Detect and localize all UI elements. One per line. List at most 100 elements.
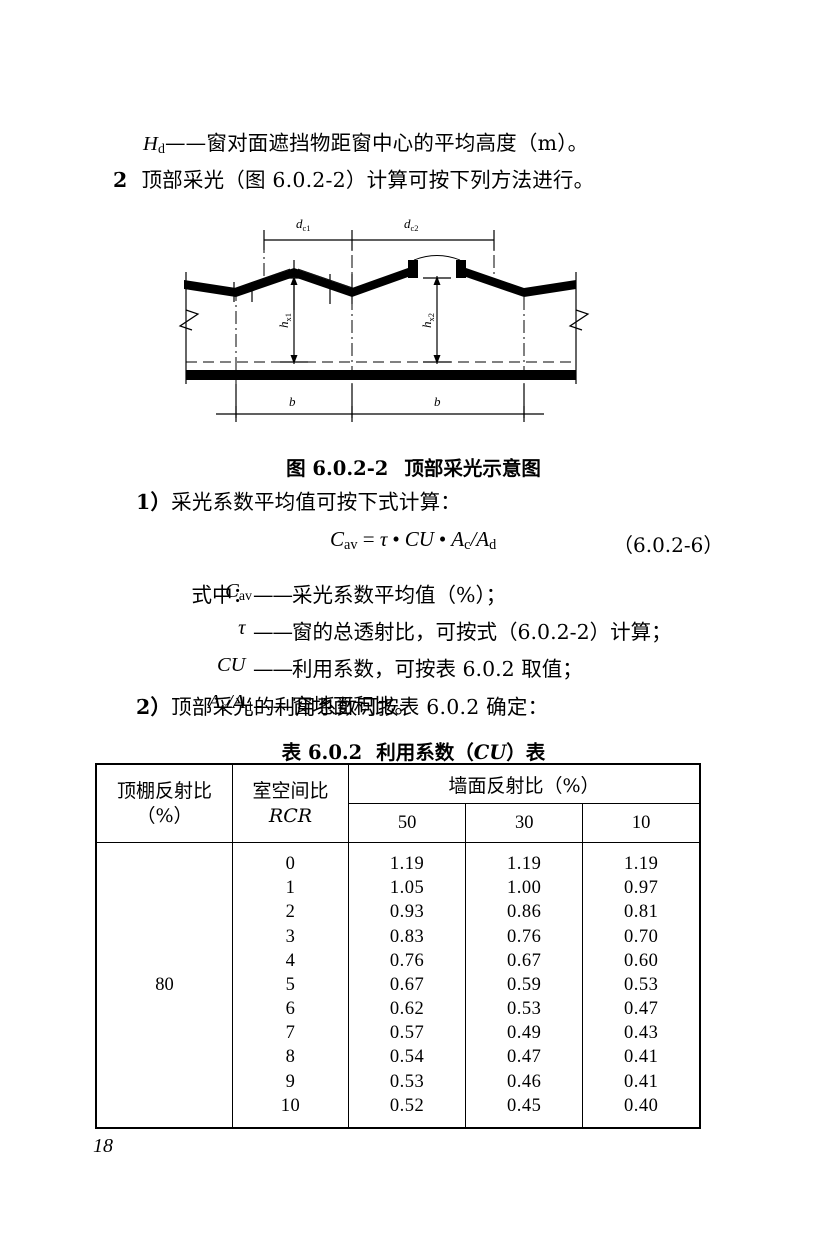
header-rcr-line2: RCR [268, 804, 313, 827]
table-cell-value: 1.00 [507, 878, 542, 899]
header-wall-reflectance-group: 墙面反射比（%） [348, 763, 701, 804]
where-dash-cu: —— [253, 657, 293, 681]
formula-ac: Ac [451, 527, 470, 553]
header-wall-50: 50 [347, 803, 467, 843]
figure-label-dc2: dc2 [404, 216, 419, 233]
where-text-area-ratio: 窗地面积比。 [292, 694, 415, 718]
table-cell-value: 0.62 [389, 999, 425, 1020]
formula-tau: τ [379, 527, 388, 551]
table-cell-value: 0.41 [623, 1047, 659, 1068]
where-dash-tau: —— [253, 620, 293, 644]
table-cell-value: 6 [285, 999, 296, 1020]
cell-col-50: 1.19 1.05 0.93 0.83 0.76 0.67 0.62 0.57 0.54 0.53… [347, 842, 467, 1129]
table-cell-value: 2 [285, 902, 296, 923]
where-row-area-ratio: Ac/Ad ——窗地面积比。 [208, 689, 415, 719]
where-row-tau: τ ——窗的总透射比，可按式（6.0.2-2）计算； [238, 615, 672, 645]
where-symbol-tau-letter: τ [238, 617, 246, 639]
formula-cu: CU [404, 527, 434, 551]
symbol-hd: Hd [143, 133, 165, 157]
definition-line-hd: Hd——窗对面遮挡物距窗中心的平均高度（m）。 [143, 133, 588, 157]
table-title-label: 表 6.0.2 [281, 741, 363, 764]
table-cell-value: 0.67 [389, 974, 425, 995]
sub-item-2: 2）顶部采光的利用系数可按表 6.0.2 确定： [136, 697, 548, 718]
table-body-row: 80 0 1 2 3 4 5 6 7 8 9 10 1.19 1.05 0.93 0.83 0.76 0.67… [95, 842, 702, 1129]
roof-section-svg: .sld { stroke:#000; stroke-width:1.2; fi… [178, 216, 590, 422]
figure-caption: 图 6.0.2-2 顶部采光示意图 [0, 452, 827, 481]
formula-cav-letter: C [330, 527, 345, 551]
table-title: 表 6.0.2 利用系数（CU）表 [0, 736, 827, 765]
table-cell-value: 0.47 [507, 1047, 542, 1068]
table-cell-value: 0.97 [623, 878, 659, 899]
list-item-2-text: 顶部采光（图 6.0.2-2）计算可按下列方法进行。 [141, 168, 595, 192]
list-item-2-number: 2 [113, 168, 128, 192]
header-ceiling-reflectance: 顶棚反射比 （%） [95, 763, 233, 843]
where-symbol-ac-subscript: c [220, 700, 227, 716]
table-cell-value: 10 [280, 1095, 301, 1116]
header-rcr-line1: 室空间比 [252, 780, 329, 803]
figure-label-b-left: b [289, 394, 296, 409]
figure-label-dc1: dc1 [296, 216, 311, 233]
col-10-stack: 1.19 0.97 0.81 0.70 0.60 0.53 0.47 0.43 0.41 0.41… [583, 843, 699, 1127]
table-cell-value: 0.41 [623, 1071, 659, 1092]
sub-item-1-number: 1） [136, 490, 172, 514]
ceiling-reflectance-value: 80 [155, 974, 174, 995]
where-text-cav: 采光系数平均值（%）； [292, 583, 507, 607]
table-cell-value: 0.40 [623, 1095, 659, 1116]
header-ceiling-line2: （%） [136, 804, 193, 827]
page-number: 18 [93, 1135, 113, 1157]
table-cell-value: 3 [285, 926, 296, 947]
table-cell-value: 0.53 [389, 1071, 425, 1092]
figure-caption-label: 图 6.0.2-2 [286, 457, 389, 480]
symbol-hd-letter: H [143, 133, 159, 155]
where-symbol-cav: Cav [225, 578, 253, 605]
table-cell-value: 1.19 [507, 853, 542, 874]
sub-item-1: 1）采光系数平均值可按下式计算： [136, 492, 461, 513]
col-30-stack: 1.19 1.00 0.86 0.76 0.67 0.59 0.53 0.49 0.47 0.46… [466, 843, 582, 1127]
table-cell-value: 0.43 [623, 1023, 659, 1044]
table-title-cu: CU [473, 741, 507, 764]
list-item-2: 2 顶部采光（图 6.0.2-2）计算可按下列方法进行。 [113, 170, 594, 191]
figure-label-hx2: hx2 [419, 313, 436, 328]
table-cell-value: 0.60 [623, 950, 659, 971]
formula-cav-subscript: av [344, 537, 358, 554]
table-cell-value: 0.86 [507, 902, 542, 923]
table-cell-value: 0.46 [507, 1071, 542, 1092]
where-dash-cav: —— [253, 583, 293, 607]
table-cell-value: 5 [285, 974, 296, 995]
table-cell-value: 0.53 [623, 974, 659, 995]
table-cell-value: 0.47 [623, 999, 659, 1020]
where-symbol-ac-letter: A [208, 691, 221, 713]
table-cell-value: 9 [285, 1071, 296, 1092]
table-title-text: 利用系数（CU）表 [376, 741, 546, 764]
where-symbol-cu-letter: CU [216, 654, 246, 676]
table-cell-value: 8 [285, 1047, 296, 1068]
where-symbol-ad-letter: /A [226, 691, 246, 713]
table-cell-value: 0.70 [623, 926, 659, 947]
sub-item-2-text: 顶部采光的利用系数可按表 6.0.2 确定： [171, 695, 549, 719]
table-cell-value: 1.19 [623, 853, 659, 874]
formula-dot-1: • [392, 527, 400, 551]
col-50-stack: 1.19 1.05 0.93 0.83 0.76 0.67 0.62 0.57 0.54 0.53… [349, 843, 465, 1127]
where-symbol-cav-subscript: av [238, 589, 252, 605]
figure-top-lighting-diagram: .sld { stroke:#000; stroke-width:1.2; fi… [176, 202, 626, 442]
table-cell-value: 0 [285, 853, 296, 874]
table-cell-value: 0.57 [389, 1023, 425, 1044]
table-cell-value: 0.52 [389, 1095, 425, 1116]
table-cell-value: 4 [285, 950, 296, 971]
utilization-coefficient-table: 顶棚反射比 （%） 室空间比 RCR 墙面反射比（%） 50 30 10 80 … [95, 763, 702, 1129]
where-symbol-cav-letter: C [225, 580, 239, 602]
where-text-cu: 利用系数，可按表 6.0.2 取值； [292, 657, 583, 681]
table-cell-value: 7 [285, 1023, 296, 1044]
formula-ad-subscript: d [489, 537, 497, 554]
header-room-cavity-ratio: 室空间比 RCR [232, 763, 349, 843]
cell-col-30: 1.19 1.00 0.86 0.76 0.67 0.59 0.53 0.49 0.47 0.46… [465, 842, 584, 1129]
formula-ad: Ad [476, 527, 497, 554]
table-cell-value: 0.45 [507, 1095, 542, 1116]
where-lead-label: 式中： [191, 583, 254, 607]
table-header-row-1: 顶棚反射比 （%） 室空间比 RCR 墙面反射比（%） [95, 763, 701, 843]
formula-cav: Cav [330, 527, 358, 554]
header-wall-30: 30 [465, 803, 584, 843]
sub-item-1-text: 采光系数平均值可按下式计算： [171, 490, 461, 514]
cell-ceiling-value: 80 [95, 842, 233, 1129]
